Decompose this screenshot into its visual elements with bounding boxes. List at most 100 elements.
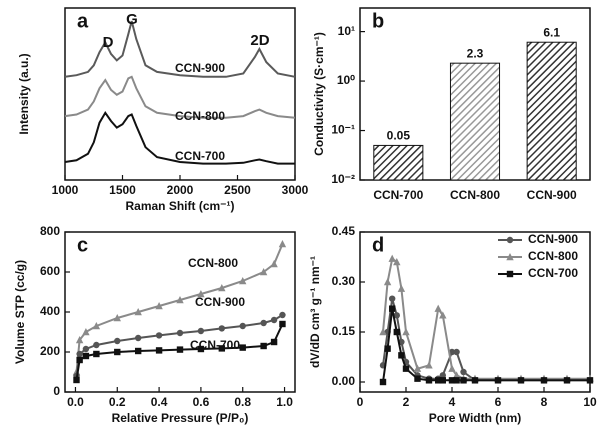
marker — [402, 365, 410, 372]
marker — [75, 336, 84, 344]
bar — [526, 41, 577, 181]
marker — [82, 345, 90, 353]
series-line — [64, 110, 295, 165]
marker — [494, 377, 502, 384]
x-tick-label: 0.6 — [193, 395, 210, 409]
x-tick-label: 2500 — [224, 183, 251, 197]
marker — [218, 284, 226, 292]
y-axis-label: dV/dD cm³ g⁻¹ nm⁻¹ — [308, 256, 322, 368]
marker — [73, 376, 80, 384]
legend-label: CCN-800 — [528, 249, 578, 263]
marker — [517, 377, 525, 384]
marker — [439, 311, 447, 319]
marker — [176, 296, 184, 304]
annotation: 2D — [250, 32, 269, 49]
plot-frame — [64, 231, 296, 393]
marker — [379, 328, 387, 336]
series-line — [382, 298, 590, 382]
x-tick-label: 0.2 — [109, 395, 126, 409]
series-line — [75, 243, 284, 373]
value-label: 2.3 — [467, 46, 484, 60]
series-label: CCN-900 — [195, 295, 245, 309]
y-tick-label: 0.00 — [332, 374, 356, 388]
marker — [434, 304, 442, 312]
marker — [460, 377, 467, 384]
x-axis-label: Raman Shift (cm⁻¹) — [125, 199, 234, 213]
marker — [460, 368, 467, 376]
marker — [393, 258, 401, 266]
marker — [279, 311, 286, 319]
marker — [586, 377, 594, 384]
marker — [540, 377, 548, 384]
marker — [453, 377, 460, 384]
annotation: G — [126, 11, 138, 28]
marker — [393, 328, 400, 336]
marker — [563, 377, 571, 384]
y-tick-label: 800 — [40, 224, 60, 238]
series-label: CCN-900 — [175, 61, 225, 75]
legend-marker — [506, 236, 514, 244]
marker — [439, 372, 446, 379]
marker — [76, 350, 83, 358]
marker — [448, 364, 456, 372]
marker — [398, 352, 405, 359]
panel-label: b — [372, 10, 384, 32]
marker — [197, 327, 205, 335]
series-label: CCN-700 — [175, 149, 225, 163]
marker — [155, 332, 163, 339]
marker — [93, 350, 100, 358]
series-line — [64, 75, 296, 119]
marker — [278, 240, 287, 248]
marker — [197, 345, 205, 353]
marker — [270, 316, 278, 324]
series-line — [64, 20, 296, 78]
legend-marker — [506, 270, 514, 278]
marker — [435, 377, 442, 384]
marker — [389, 295, 396, 302]
x-tick-label: CCN-700 — [373, 188, 423, 202]
bar — [449, 62, 501, 181]
marker — [379, 378, 387, 386]
x-tick-label: CCN-800 — [450, 188, 500, 202]
marker — [197, 290, 205, 298]
x-tick-label: 0.0 — [67, 395, 84, 409]
marker — [452, 371, 461, 379]
marker — [82, 352, 90, 360]
x-tick-label: 2 — [403, 395, 410, 409]
y-axis-label: Intensity (a.u.) — [17, 53, 31, 134]
y-axis-label: Volume STP (cc/g) — [13, 260, 27, 364]
marker — [134, 308, 142, 316]
x-axis-label: Relative Pressure (P/P₀) — [112, 411, 249, 425]
marker — [279, 320, 286, 328]
marker — [448, 377, 456, 384]
x-tick-label: 0 — [357, 395, 364, 409]
x-tick-label: 10 — [583, 395, 597, 409]
y-tick-label: 400 — [40, 304, 60, 318]
x-tick-label: 1500 — [109, 183, 136, 197]
x-tick-label: 2000 — [167, 183, 194, 197]
marker — [134, 334, 142, 342]
marker — [270, 338, 278, 346]
marker — [239, 344, 246, 351]
x-tick-label: 3000 — [282, 183, 309, 197]
series-label: CCN-800 — [175, 109, 225, 123]
legend-label: CCN-700 — [528, 266, 578, 280]
y-tick-label: 10⁻² — [331, 172, 355, 186]
plot-frame — [359, 231, 591, 393]
marker — [260, 319, 267, 327]
x-tick-label: 0.4 — [151, 395, 168, 409]
marker — [76, 356, 83, 364]
marker — [82, 328, 90, 336]
x-tick-label: 8 — [541, 395, 548, 409]
marker — [176, 346, 184, 353]
y-tick-label: 0 — [53, 384, 60, 398]
y-tick-label: 10⁻¹ — [331, 123, 355, 137]
marker — [114, 348, 121, 356]
value-label: 6.1 — [543, 25, 560, 39]
marker — [383, 278, 392, 286]
marker — [425, 377, 433, 384]
x-tick-label: CCN-900 — [527, 188, 577, 202]
marker — [134, 347, 142, 355]
marker — [270, 260, 278, 268]
marker — [239, 277, 247, 285]
